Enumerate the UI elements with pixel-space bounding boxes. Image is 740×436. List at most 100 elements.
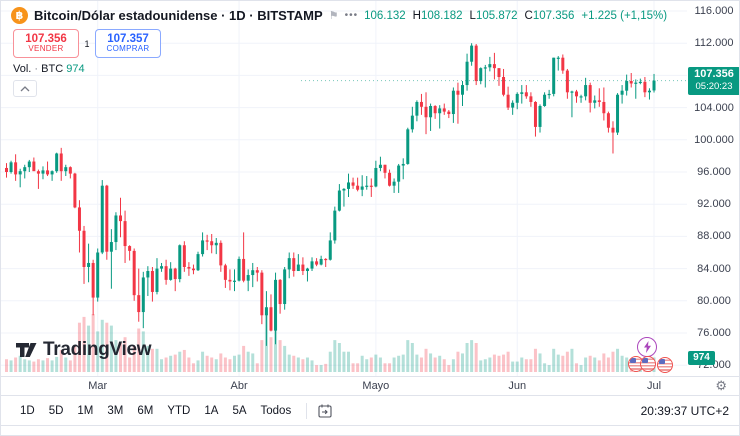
candle-body [552, 57, 556, 94]
range-button-5a[interactable]: 5A [225, 402, 253, 420]
price-tick-label: 112.000 [694, 37, 734, 50]
candle-body [333, 210, 337, 241]
range-button-todos[interactable]: Todos [254, 402, 299, 420]
candle-body [465, 61, 469, 86]
volume-bar [73, 345, 77, 372]
volume-bar [593, 357, 597, 372]
candle-body [461, 85, 464, 95]
candle-body [105, 185, 109, 252]
candle-body [114, 215, 118, 243]
sell-label: VENDER [28, 44, 64, 54]
candle-body [301, 264, 305, 272]
candle-body [424, 106, 428, 118]
candle-body [182, 245, 186, 267]
range-button-ytd[interactable]: YTD [160, 402, 197, 420]
candle-body [470, 45, 474, 62]
candle-body [150, 271, 154, 292]
volume-bar [397, 355, 401, 372]
sell-button[interactable]: 107.356 VENDER [13, 29, 79, 58]
volume-bar [533, 348, 537, 372]
volume-bar [150, 348, 154, 372]
candle-body [634, 82, 638, 84]
range-button-3m[interactable]: 3M [100, 402, 130, 420]
price-tick-label: 88.000 [697, 230, 731, 243]
candle-body [201, 240, 205, 255]
price-tick-label: 100.000 [694, 133, 734, 146]
symbol-title[interactable]: Bitcoin/Dólar estadounidense · 1D · BITS… [34, 8, 323, 23]
ohlc-high: H108.182 [412, 9, 463, 22]
price-tick-label: 80.000 [697, 294, 731, 307]
candle-body [520, 92, 524, 94]
range-button-5d[interactable]: 5D [42, 402, 71, 420]
crypto-event-lightning-icon[interactable] [637, 337, 657, 357]
volume-bar [191, 363, 195, 372]
volume-study-row[interactable]: Vol. · BTC 974 [13, 63, 85, 75]
candle-body [109, 242, 113, 252]
us-economic-event-icon[interactable] [640, 356, 656, 372]
price-tick-label: 92.000 [697, 198, 731, 211]
range-button-6m[interactable]: 6M [130, 402, 160, 420]
volume-bar [520, 357, 524, 372]
gear-icon[interactable]: ⚙ [715, 378, 727, 393]
candle-body [283, 269, 287, 305]
candle-body [625, 81, 629, 91]
timezone-clock[interactable]: 20:39:37 UTC+2 [640, 403, 729, 418]
volume-bar [497, 355, 501, 372]
volume-bar [438, 355, 442, 372]
candle-body [123, 221, 127, 247]
volume-bar [383, 363, 387, 372]
us-economic-event-icon[interactable] [657, 357, 673, 373]
candle-body [616, 94, 620, 133]
collapse-legend-button[interactable] [13, 80, 37, 97]
candle-body [319, 258, 323, 265]
buy-button[interactable]: 107.357 COMPRAR [95, 29, 161, 58]
candle-body [32, 161, 36, 172]
volume-bar [205, 355, 209, 372]
range-button-1m[interactable]: 1M [70, 402, 100, 420]
candle-body [23, 167, 27, 172]
volume-bar [27, 360, 31, 372]
candle-body [378, 164, 382, 168]
candle-body [511, 102, 515, 108]
volume-bar [570, 348, 574, 372]
candle-body [397, 165, 401, 182]
volume-bar [109, 325, 113, 372]
volume-bar [128, 357, 132, 372]
candle-body [50, 171, 54, 175]
candle-body [82, 230, 86, 267]
more-options-icon[interactable]: ••• [344, 10, 359, 21]
volume-bar [474, 343, 478, 372]
candle-body [73, 173, 77, 208]
volume-bar [164, 357, 168, 372]
candle-body [132, 250, 136, 296]
lightning-bolt-icon [643, 341, 651, 353]
volume-bar [36, 359, 40, 372]
flag-symbol-icon[interactable]: ⚑ [328, 10, 339, 22]
candle-body [264, 307, 268, 316]
range-button-1a[interactable]: 1A [197, 402, 225, 420]
volume-bar [447, 365, 451, 372]
price-axis[interactable]: 116.000112.000108.000104.000100.00096.00… [687, 1, 739, 376]
time-axis[interactable]: ⚙ Mar Abr Mayo Jun Jul [1, 376, 739, 396]
volume-bar [360, 355, 364, 372]
candle-body [9, 162, 13, 172]
candle-body [351, 182, 355, 186]
volume-bar [392, 357, 396, 372]
current-price: 107.356 [694, 67, 734, 80]
chart-svg[interactable] [1, 1, 687, 376]
candle-body [100, 185, 104, 253]
candle-body [565, 70, 569, 93]
volume-bar [14, 357, 18, 372]
volume-bar [365, 359, 369, 372]
candle-body [611, 127, 615, 133]
candle-body [137, 295, 141, 313]
candle-body [251, 270, 255, 276]
range-button-1d[interactable]: 1D [13, 402, 42, 420]
volume-bar [274, 319, 278, 372]
go-to-date-button[interactable] [315, 401, 335, 421]
candle-body [543, 94, 547, 106]
candle-body [406, 129, 410, 164]
volume-bar [433, 357, 437, 372]
volume-bar [123, 337, 127, 372]
